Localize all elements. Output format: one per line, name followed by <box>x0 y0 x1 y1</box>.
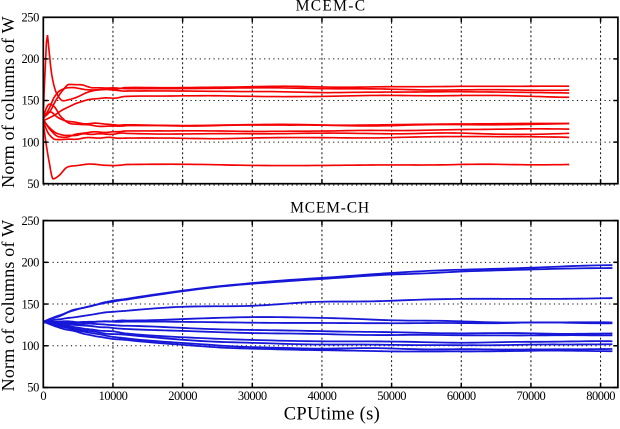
svg-text:Norm of columns of W: Norm of columns of W <box>0 220 18 392</box>
svg-text:60000: 60000 <box>447 389 476 403</box>
svg-text:250: 250 <box>21 11 39 25</box>
svg-text:250: 250 <box>21 214 39 228</box>
svg-text:200: 200 <box>21 256 39 270</box>
svg-text:10000: 10000 <box>99 389 128 403</box>
svg-text:80000: 80000 <box>586 389 615 403</box>
svg-text:50000: 50000 <box>377 389 406 403</box>
svg-text:100: 100 <box>21 339 39 353</box>
svg-text:150: 150 <box>21 297 39 311</box>
svg-text:40000: 40000 <box>308 389 337 403</box>
svg-text:MCEM-C: MCEM-C <box>296 0 367 15</box>
svg-text:200: 200 <box>21 52 39 66</box>
svg-text:70000: 70000 <box>517 389 546 403</box>
svg-text:50: 50 <box>27 381 39 395</box>
svg-text:Norm of columns of W: Norm of columns of W <box>0 16 18 188</box>
svg-text:150: 150 <box>21 94 39 108</box>
svg-text:50: 50 <box>27 177 39 191</box>
svg-text:CPUtime (s): CPUtime (s) <box>284 405 380 425</box>
svg-text:0: 0 <box>40 389 46 403</box>
svg-text:100: 100 <box>21 135 39 149</box>
svg-text:MCEM-CH: MCEM-CH <box>290 200 370 217</box>
svg-text:20000: 20000 <box>168 389 197 403</box>
svg-text:30000: 30000 <box>238 389 267 403</box>
